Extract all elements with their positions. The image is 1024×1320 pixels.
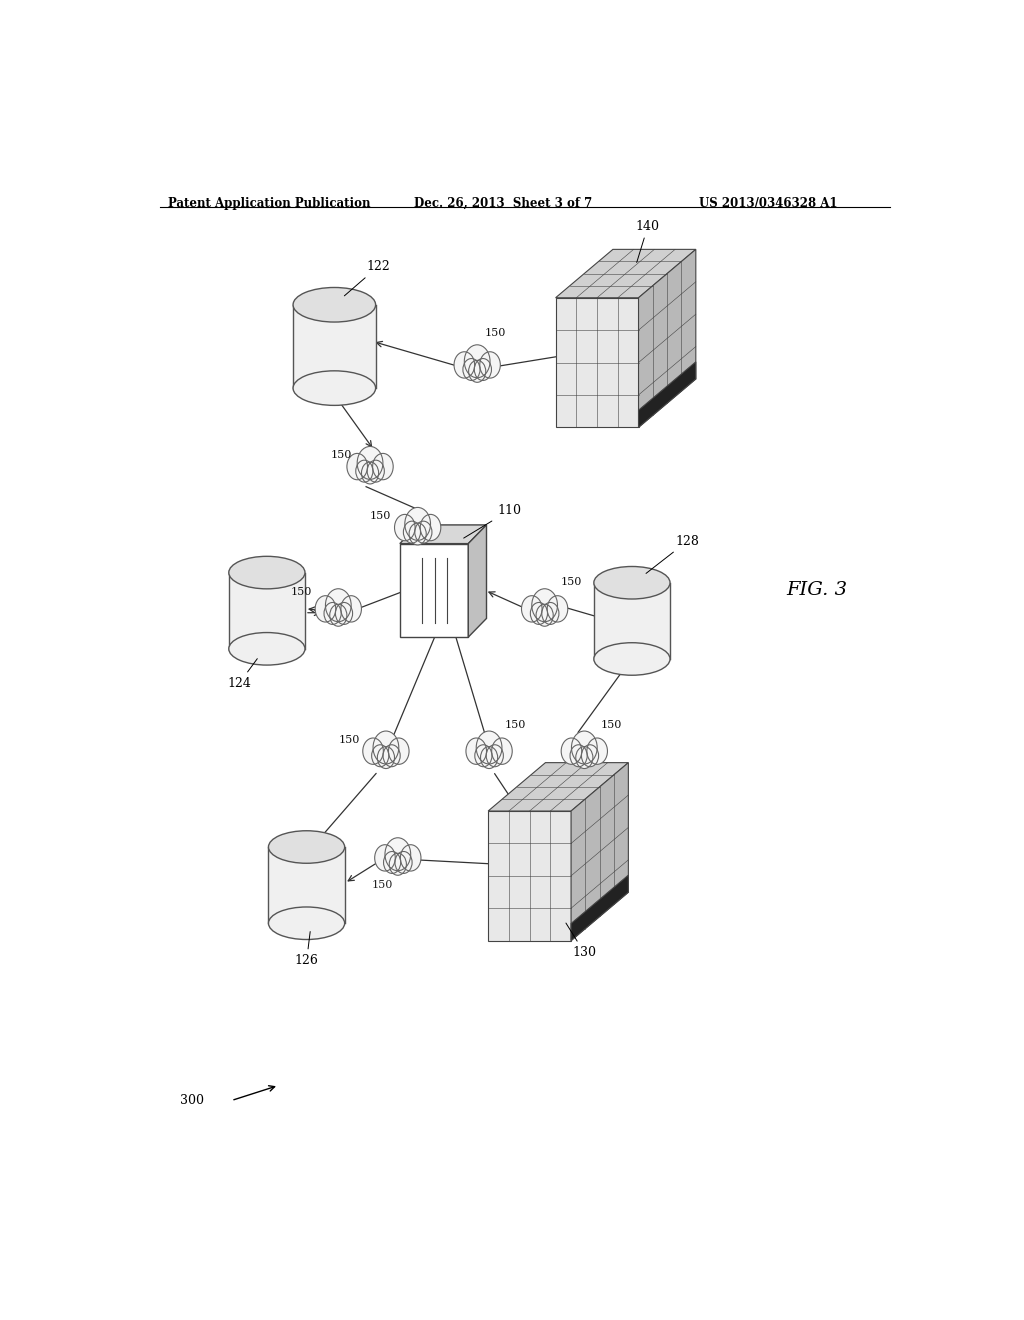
Text: 140: 140 bbox=[636, 219, 659, 263]
Circle shape bbox=[474, 359, 492, 380]
Polygon shape bbox=[639, 362, 696, 428]
Text: 122: 122 bbox=[344, 260, 390, 296]
Circle shape bbox=[492, 738, 512, 764]
Circle shape bbox=[530, 602, 548, 624]
Text: 150: 150 bbox=[600, 719, 622, 730]
Text: 150: 150 bbox=[370, 511, 391, 521]
Circle shape bbox=[542, 602, 559, 624]
Circle shape bbox=[469, 360, 485, 383]
Circle shape bbox=[521, 595, 542, 622]
Polygon shape bbox=[399, 525, 486, 544]
Circle shape bbox=[454, 351, 474, 378]
Circle shape bbox=[341, 595, 361, 622]
Circle shape bbox=[361, 462, 379, 484]
Text: 130: 130 bbox=[566, 923, 596, 960]
Polygon shape bbox=[571, 875, 629, 941]
Text: Dec. 26, 2013  Sheet 3 of 7: Dec. 26, 2013 Sheet 3 of 7 bbox=[414, 197, 592, 210]
Circle shape bbox=[531, 589, 557, 622]
Circle shape bbox=[330, 605, 347, 626]
Ellipse shape bbox=[268, 907, 345, 940]
Circle shape bbox=[389, 853, 407, 875]
Circle shape bbox=[394, 515, 415, 541]
Circle shape bbox=[486, 744, 504, 767]
Circle shape bbox=[355, 461, 373, 482]
Text: 300: 300 bbox=[179, 1094, 204, 1107]
Circle shape bbox=[404, 507, 430, 540]
Ellipse shape bbox=[228, 556, 305, 589]
Circle shape bbox=[378, 747, 394, 768]
Circle shape bbox=[395, 851, 412, 874]
Ellipse shape bbox=[594, 643, 670, 676]
Circle shape bbox=[547, 595, 567, 622]
Circle shape bbox=[326, 589, 351, 622]
Bar bbox=[228, 573, 305, 649]
Text: 150: 150 bbox=[505, 719, 526, 730]
Bar bbox=[293, 305, 376, 388]
Text: 150: 150 bbox=[485, 329, 507, 338]
Circle shape bbox=[575, 747, 593, 768]
Circle shape bbox=[403, 521, 421, 543]
Ellipse shape bbox=[228, 632, 305, 665]
Circle shape bbox=[372, 744, 389, 767]
Circle shape bbox=[587, 738, 607, 764]
Text: 150: 150 bbox=[331, 450, 351, 461]
Circle shape bbox=[384, 851, 400, 874]
Circle shape bbox=[415, 521, 432, 543]
Circle shape bbox=[582, 744, 599, 767]
Ellipse shape bbox=[594, 566, 670, 599]
Text: 150: 150 bbox=[560, 577, 582, 587]
Ellipse shape bbox=[268, 830, 345, 863]
Circle shape bbox=[466, 738, 486, 764]
Circle shape bbox=[476, 731, 502, 764]
Polygon shape bbox=[571, 763, 629, 941]
Circle shape bbox=[383, 744, 400, 767]
Bar bbox=[268, 847, 345, 923]
Circle shape bbox=[347, 453, 368, 479]
Circle shape bbox=[570, 744, 587, 767]
Bar bbox=[399, 544, 468, 638]
Circle shape bbox=[561, 738, 582, 764]
Circle shape bbox=[475, 744, 492, 767]
Text: US 2013/0346328 A1: US 2013/0346328 A1 bbox=[699, 197, 838, 210]
Circle shape bbox=[480, 351, 501, 378]
Circle shape bbox=[410, 523, 426, 545]
Circle shape bbox=[368, 461, 384, 482]
Circle shape bbox=[357, 446, 383, 479]
Text: Patent Application Publication: Patent Application Publication bbox=[168, 197, 371, 210]
Circle shape bbox=[315, 595, 336, 622]
Text: 126: 126 bbox=[295, 932, 318, 968]
Circle shape bbox=[537, 605, 553, 626]
Circle shape bbox=[375, 845, 395, 871]
Circle shape bbox=[464, 345, 490, 378]
Text: 150: 150 bbox=[372, 880, 392, 890]
Circle shape bbox=[373, 453, 393, 479]
Bar bbox=[594, 582, 670, 659]
Bar bbox=[556, 298, 639, 428]
Circle shape bbox=[571, 731, 597, 764]
Polygon shape bbox=[488, 763, 629, 810]
Text: 124: 124 bbox=[227, 659, 257, 690]
Circle shape bbox=[388, 738, 409, 764]
Circle shape bbox=[480, 747, 498, 768]
Circle shape bbox=[420, 515, 440, 541]
Polygon shape bbox=[556, 249, 696, 298]
Text: 110: 110 bbox=[464, 504, 521, 539]
Text: 128: 128 bbox=[646, 535, 699, 573]
Ellipse shape bbox=[293, 371, 376, 405]
Text: FIG. 3: FIG. 3 bbox=[786, 581, 848, 599]
Circle shape bbox=[324, 602, 341, 624]
Bar bbox=[488, 810, 571, 941]
Circle shape bbox=[373, 731, 398, 764]
Circle shape bbox=[336, 602, 352, 624]
Text: 150: 150 bbox=[291, 587, 312, 598]
Polygon shape bbox=[639, 249, 696, 428]
Text: 150: 150 bbox=[338, 735, 359, 744]
Circle shape bbox=[400, 845, 421, 871]
Circle shape bbox=[362, 738, 383, 764]
Circle shape bbox=[385, 838, 411, 871]
Polygon shape bbox=[468, 525, 486, 638]
Ellipse shape bbox=[293, 288, 376, 322]
Circle shape bbox=[463, 359, 480, 380]
